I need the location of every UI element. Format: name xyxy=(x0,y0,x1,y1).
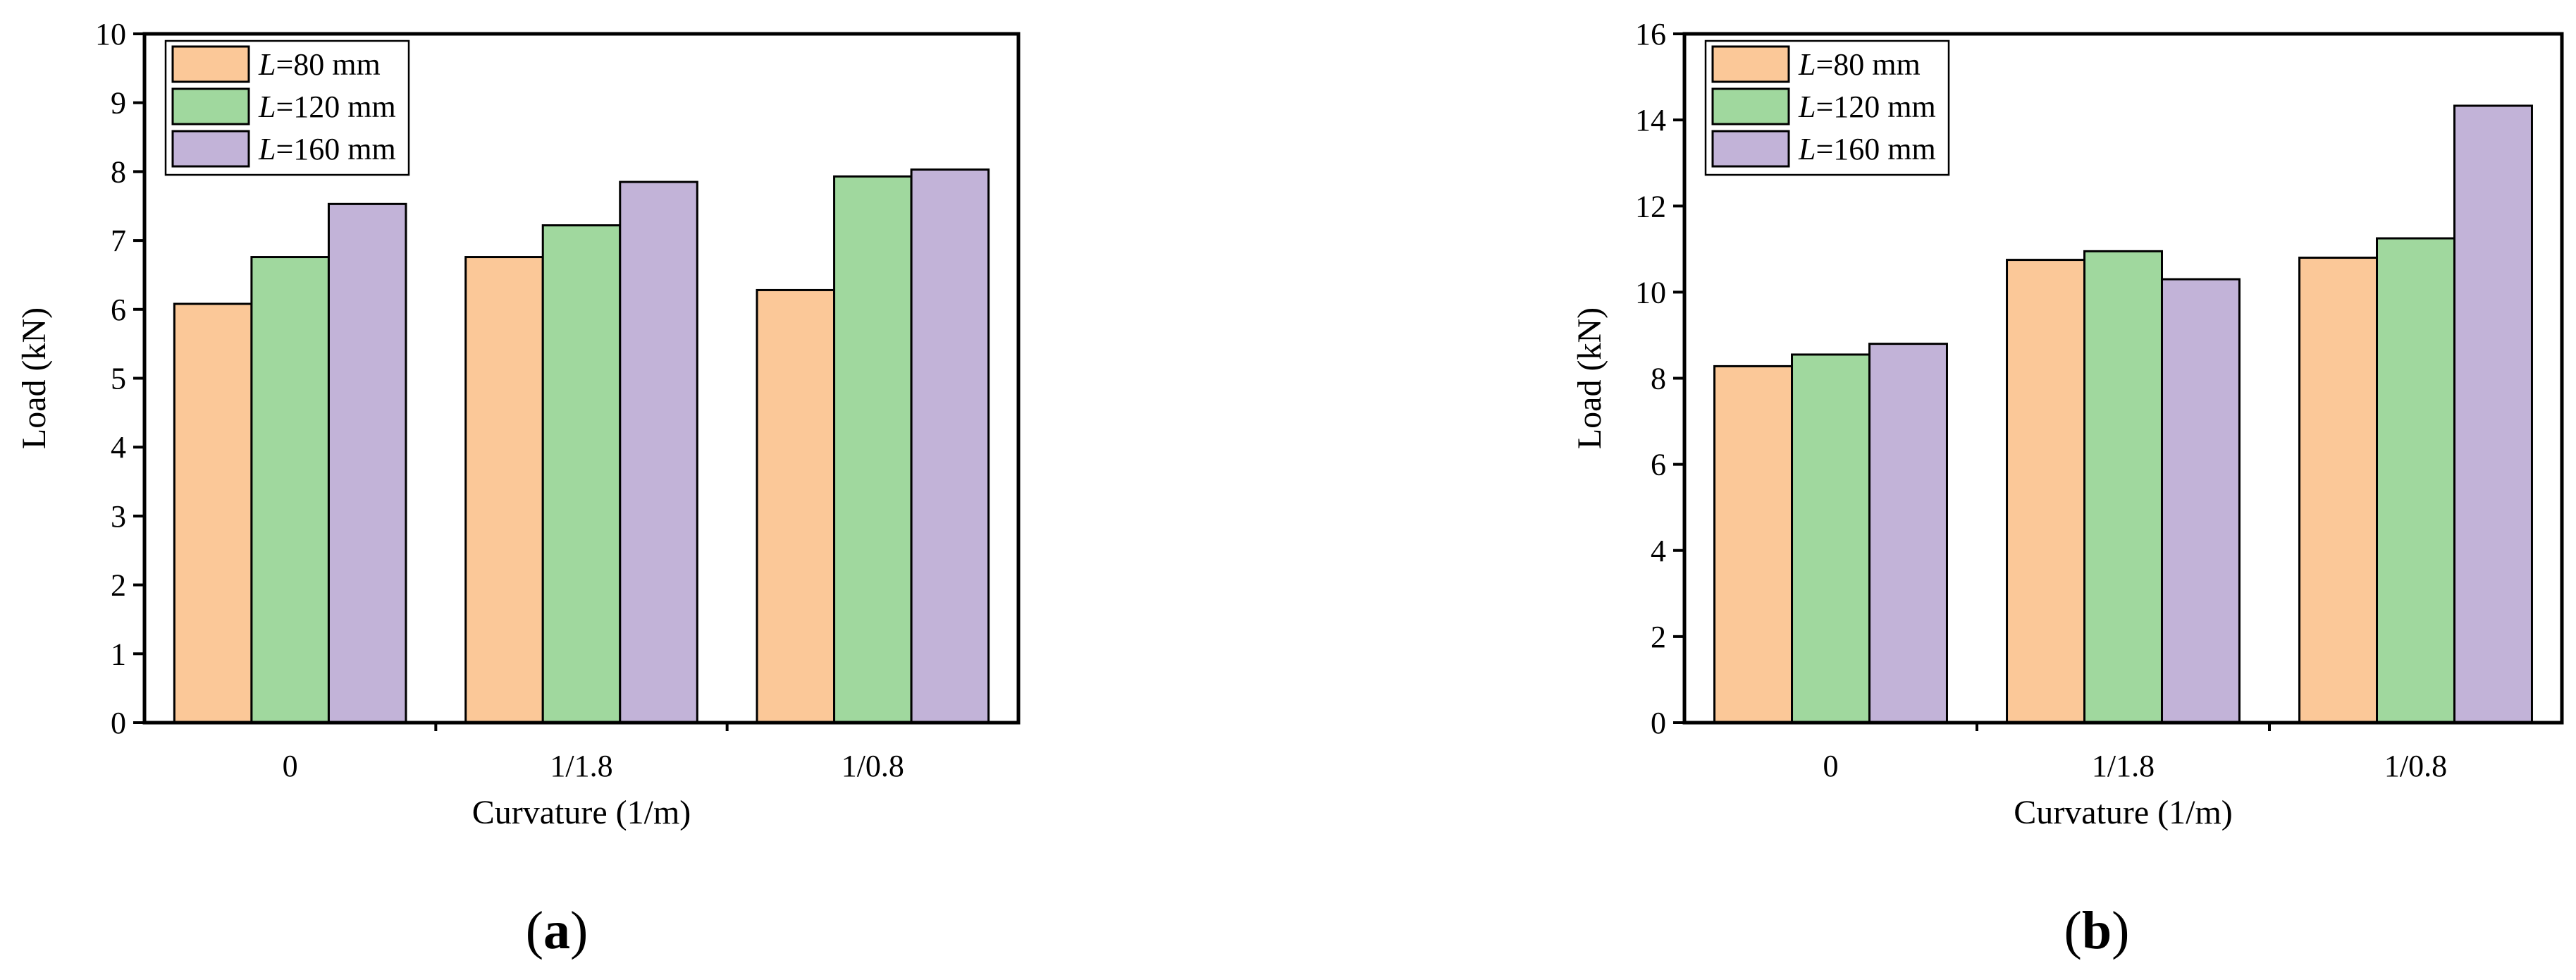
legend-swatch xyxy=(1711,45,1790,83)
x-tick-label: 0 xyxy=(283,749,298,783)
y-tick-label: 6 xyxy=(1651,448,1666,482)
y-tick-label: 9 xyxy=(111,86,126,121)
y-tick-label: 16 xyxy=(1635,17,1666,51)
bar-1/1.8-series-2 xyxy=(2160,278,2241,724)
legend-swatch xyxy=(171,87,250,125)
legend-entry-label: L=80 mm xyxy=(258,47,381,82)
legend-swatch xyxy=(171,130,250,168)
y-axis-label: Load (kN) xyxy=(16,307,53,449)
y-tick-label: 8 xyxy=(1651,362,1666,396)
bar-1/0.8-series-2 xyxy=(2453,104,2533,724)
chart-a: 0 1 2 3 4 5 6 7 8 9 10 0 1/1.8 1/0.8 Curvature (1/m) Lo… xyxy=(16,17,1021,960)
legend-swatch xyxy=(1711,130,1790,168)
y-tick-label: 10 xyxy=(1635,275,1666,310)
y-tick-label: 12 xyxy=(1635,189,1666,223)
y-tick-label: 0 xyxy=(1651,706,1666,740)
y-axis-label: Load (kN) xyxy=(1571,307,1608,449)
y-tick-label: 8 xyxy=(111,154,126,189)
legend-entry-label: L=120 mm xyxy=(258,90,396,124)
y-tick-label: 10 xyxy=(95,17,126,51)
x-tick-label: 1/1.8 xyxy=(2092,749,2155,783)
y-tick-label: 7 xyxy=(111,223,126,258)
bar-1/1.8-series-1 xyxy=(541,224,622,724)
x-tick-label: 1/0.8 xyxy=(2384,749,2447,783)
x-tick-label: 0 xyxy=(1823,749,1839,783)
bar-1/1.8-series-0 xyxy=(2006,259,2086,724)
y-tick-label: 5 xyxy=(111,362,126,396)
bar-0-series-1 xyxy=(1791,353,1871,724)
legend-entry-label: L=120 mm xyxy=(1798,90,1936,124)
legend-entry-label: L=160 mm xyxy=(258,132,396,166)
y-tick-label: 2 xyxy=(1651,620,1666,654)
panel-label: (b) xyxy=(2064,901,2130,960)
bar-1/0.8-series-0 xyxy=(756,288,836,724)
legend-swatch xyxy=(171,45,250,83)
bar-1/1.8-series-1 xyxy=(2083,250,2163,724)
bar-1/1.8-series-0 xyxy=(464,256,544,724)
x-tick-label: 1/1.8 xyxy=(550,749,612,783)
y-tick-label: 2 xyxy=(111,568,126,603)
bar-1/1.8-series-2 xyxy=(619,180,698,724)
x-axis-label: Curvature (1/m) xyxy=(472,794,691,831)
y-tick-label: 4 xyxy=(1651,534,1666,568)
bar-0-series-1 xyxy=(250,256,330,724)
x-axis-label: Curvature (1/m) xyxy=(2014,794,2233,831)
y-tick-label: 4 xyxy=(111,430,126,465)
legend-entry-label: L=80 mm xyxy=(1798,47,1921,82)
y-tick-label: 1 xyxy=(111,637,126,671)
bar-0-series-2 xyxy=(327,202,407,724)
panel-label: (a) xyxy=(526,901,588,960)
bar-1/0.8-series-1 xyxy=(2376,237,2455,724)
bar-1/0.8-series-0 xyxy=(2298,257,2379,724)
legend-entry-label: L=160 mm xyxy=(1798,132,1936,166)
bar-0-series-2 xyxy=(1868,343,1948,724)
y-tick-label: 3 xyxy=(111,499,126,534)
x-tick-label: 1/0.8 xyxy=(842,749,904,783)
bar-0-series-0 xyxy=(1713,365,1794,724)
legend: L=80 mm L=120 mm L=160 mm xyxy=(164,39,410,176)
y-tick-label: 6 xyxy=(111,293,126,327)
bar-1/0.8-series-2 xyxy=(910,168,990,724)
bar-1/0.8-series-1 xyxy=(833,175,913,724)
y-tick-label: 14 xyxy=(1635,103,1666,137)
bar-0-series-0 xyxy=(173,302,253,724)
legend-swatch xyxy=(1711,87,1790,125)
legend: L=80 mm L=120 mm L=160 mm xyxy=(1704,39,1950,176)
y-tick-label: 0 xyxy=(111,706,126,740)
chart-b: 0 2 4 6 8 10 12 14 16 0 1/1.8 1/0.8 Curvature (1/m) L… xyxy=(1571,17,2564,960)
